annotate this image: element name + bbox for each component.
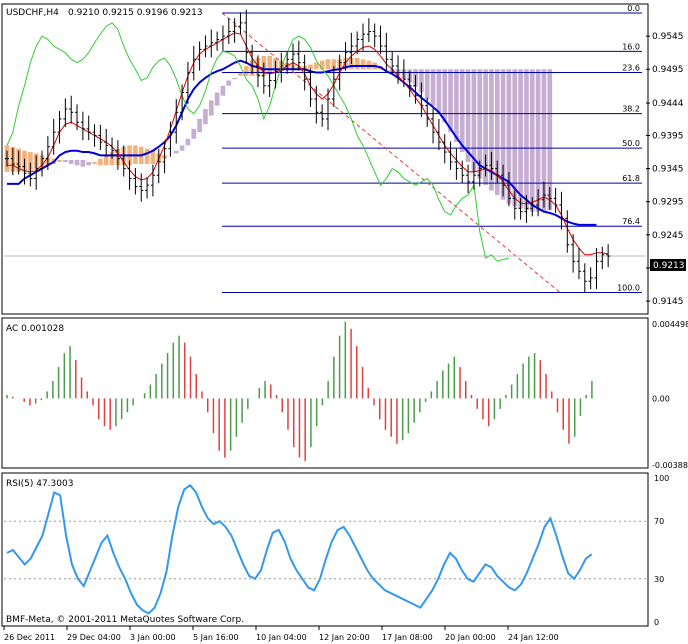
copyright-text: BMF-Meta, © 2001-2011 MetaQuotes Softwar… — [6, 615, 244, 625]
rsi-tick-label: 0 — [654, 618, 659, 627]
fib-level-label: 76.4 — [622, 217, 640, 226]
fib-trend-line — [221, 12, 561, 293]
price-tick-label: 0.9145 — [652, 297, 684, 307]
ichimoku-lines — [6, 22, 609, 262]
rsi-tick-label: 30 — [654, 575, 664, 584]
time-tick-label: 17 Jan 08:00 — [382, 633, 433, 642]
time-axis: 26 Dec 2011 29 Dec 04:00 3 Jan 00:00 5 Jan … — [3, 626, 559, 642]
ac-tick-label: 0.00 — [652, 394, 670, 403]
ac-label: AC 0.001028 — [6, 324, 64, 334]
fib-level-label: 38.2 — [622, 105, 640, 114]
time-tick-label: 24 Jan 12:00 — [508, 633, 559, 642]
ohlc-readout: 0.9210 0.9215 0.9196 0.9213 — [68, 8, 203, 18]
fib-level-label: 61.8 — [622, 174, 640, 183]
price-tick-label: 0.9245 — [652, 231, 684, 241]
current-price-label: 0.9213 — [653, 261, 685, 271]
price-tick-label: 0.9345 — [652, 165, 684, 175]
rsi-panel — [1, 472, 649, 627]
fib-level-label: 16.0 — [622, 42, 640, 51]
time-tick-label: 29 Dec 04:00 — [67, 633, 121, 642]
rsi-series-line — [6, 483, 593, 615]
price-bars — [5, 9, 611, 293]
price-tick-label: 0.9395 — [652, 131, 684, 141]
time-tick-label: 3 Jan 00:00 — [130, 633, 176, 642]
fib-level-label: 23.6 — [622, 64, 640, 73]
rsi-tick-label: 70 — [654, 517, 664, 526]
fib-level-label: 50.0 — [622, 139, 640, 148]
time-tick-label: 12 Jan 20:00 — [319, 633, 370, 642]
time-tick-label: 26 Dec 2011 — [4, 633, 55, 642]
price-tick-label: 0.9444 — [652, 99, 684, 109]
rsi-line: 100 70 30 0 — [4, 474, 669, 627]
tenkan-sen-line — [7, 32, 609, 256]
fibonacci-retracement: 0.0 16.0 23.6 38.2 50.0 61.8 76.4 100.0 — [4, 4, 646, 293]
ac-histogram: 0.004498 0.00 -0.003886 — [6, 320, 688, 470]
price-tick-label: 0.9495 — [652, 65, 684, 75]
price-tick-label: 0.9545 — [652, 32, 684, 42]
price-tick-label: 0.9295 — [652, 198, 684, 208]
chart-title: USDCHF,H4 — [6, 8, 59, 18]
time-tick-label: 20 Jan 00:00 — [445, 633, 496, 642]
current-price-marker — [650, 259, 686, 271]
fib-level-label: 0.0 — [627, 4, 640, 13]
ac-tick-label: -0.003886 — [652, 461, 688, 470]
rsi-label: RSI(5) 47.3003 — [6, 479, 73, 489]
fib-level-label: 100.0 — [617, 283, 640, 292]
time-tick-label: 10 Jan 04:00 — [256, 633, 307, 642]
ac-tick-label: 0.004498 — [652, 320, 688, 329]
chikou-span-line — [6, 22, 510, 262]
time-tick-label: 5 Jan 16:00 — [193, 633, 239, 642]
rsi-tick-label: 100 — [654, 474, 669, 483]
